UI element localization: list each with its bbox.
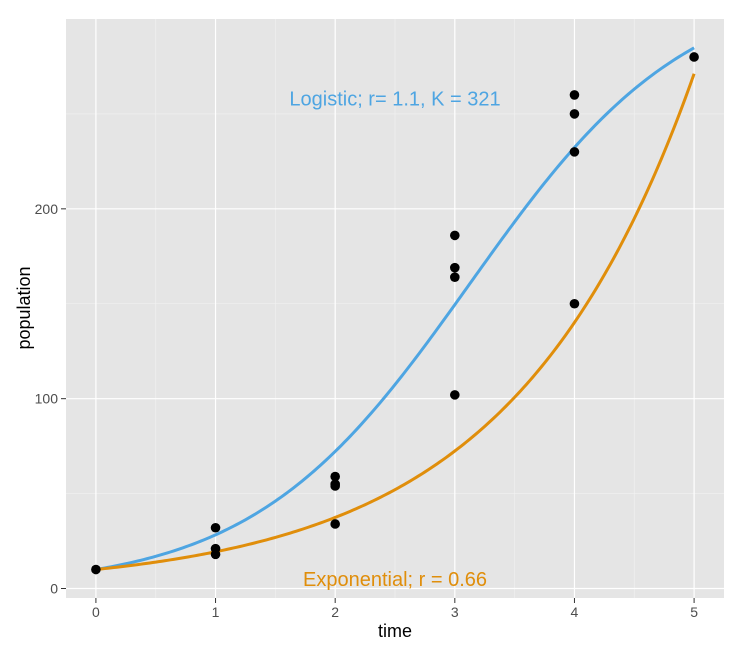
major-gridlines [66, 19, 724, 598]
data-point [330, 471, 340, 482]
data-point [450, 390, 460, 400]
y-tick-label: 100 [35, 391, 59, 407]
data-point [330, 479, 340, 489]
y-tick-label: 200 [35, 201, 59, 217]
data-point [569, 109, 580, 119]
data-point [450, 230, 460, 241]
y-axis-title: population [14, 266, 34, 349]
data-points [91, 52, 699, 575]
data-point [689, 52, 699, 62]
data-point [450, 262, 460, 273]
curve-annotation: Logistic; r= 1.1, K = 321 [289, 89, 500, 111]
x-tick-label: 4 [571, 604, 579, 620]
x-tick-label: 2 [331, 604, 339, 620]
x-axis-title: time [378, 621, 412, 641]
data-point [569, 298, 580, 309]
curve-annotation: Exponential; r = 0.66 [303, 569, 487, 591]
data-point [210, 543, 221, 554]
data-point [91, 564, 101, 575]
fitted-curves [95, 46, 696, 572]
annotations: Logistic; r= 1.1, K = 321 Exponential; r … [289, 89, 500, 591]
x-tick-label: 1 [212, 604, 220, 620]
minor-gridlines [66, 19, 724, 598]
x-tick-label: 3 [451, 604, 459, 620]
data-point [569, 90, 580, 100]
y-tick-label: 0 [50, 581, 58, 597]
data-point [450, 272, 460, 282]
x-axis-ticks: 0 1 2 3 4 5 [92, 598, 698, 620]
exponential-curve [95, 73, 696, 572]
y-axis-ticks: 0 100 200 [35, 201, 66, 597]
x-tick-label: 5 [690, 604, 698, 620]
data-point [210, 522, 221, 533]
data-point [330, 519, 340, 529]
data-point [569, 147, 580, 157]
x-tick-label: 0 [92, 604, 100, 620]
logistic-curve [95, 46, 695, 571]
